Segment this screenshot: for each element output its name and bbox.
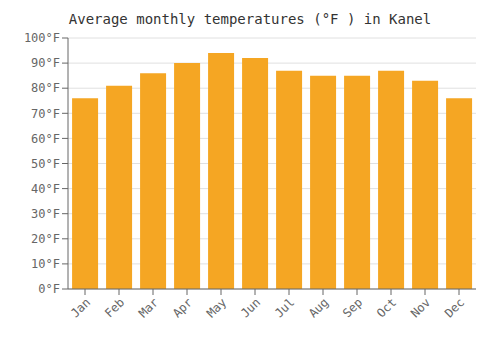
svg-text:70°F: 70°F — [31, 107, 60, 121]
svg-text:80°F: 80°F — [31, 81, 60, 95]
svg-text:30°F: 30°F — [31, 207, 60, 221]
svg-text:Dec: Dec — [442, 295, 467, 320]
svg-text:100°F: 100°F — [24, 31, 60, 45]
svg-text:Apr: Apr — [170, 295, 195, 320]
svg-text:Jan: Jan — [68, 295, 93, 320]
svg-text:Sep: Sep — [340, 295, 365, 320]
svg-text:60°F: 60°F — [31, 132, 60, 146]
svg-text:40°F: 40°F — [31, 182, 60, 196]
svg-text:Jul: Jul — [272, 295, 297, 320]
svg-text:10°F: 10°F — [31, 257, 60, 271]
svg-text:Oct: Oct — [374, 295, 399, 320]
svg-text:Mar: Mar — [136, 295, 161, 320]
svg-text:50°F: 50°F — [31, 157, 60, 171]
html-text:Average monthly temperatures (: Average monthly temperatures (°F ) in Ka… — [68, 11, 432, 27]
svg-text:Feb: Feb — [102, 295, 127, 320]
svg-text:May: May — [204, 295, 229, 320]
svg-text:20°F: 20°F — [31, 232, 60, 246]
svg-text:Nov: Nov — [408, 295, 433, 320]
svg-text:Aug: Aug — [306, 295, 331, 320]
svg-text:Jun: Jun — [238, 295, 263, 320]
svg-text:0°F: 0°F — [38, 282, 60, 296]
svg-text:90°F: 90°F — [31, 56, 60, 70]
